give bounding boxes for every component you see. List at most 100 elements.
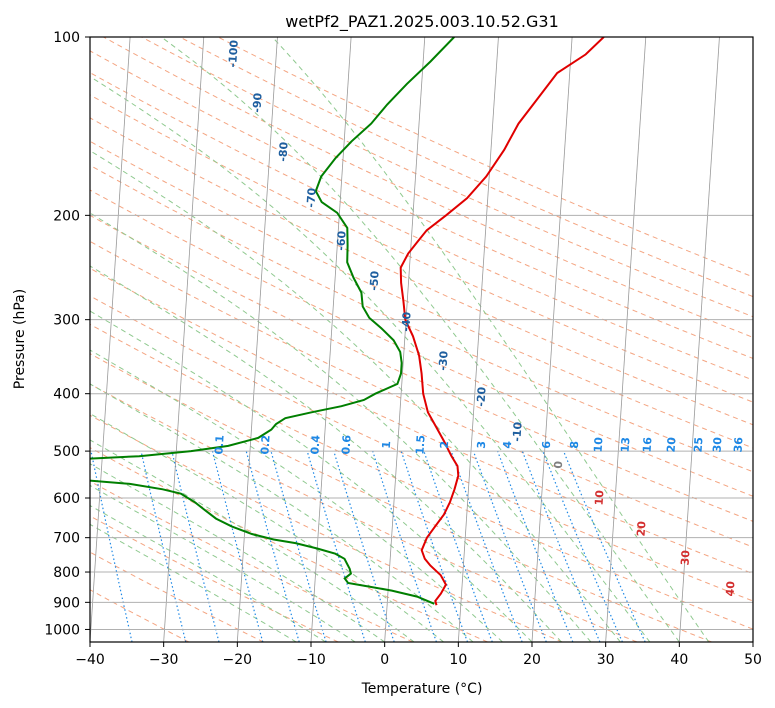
- mixing-ratio-label: 13: [619, 437, 633, 453]
- x-tick-label: −20: [223, 652, 253, 668]
- dry-adiabat-label: -90: [250, 92, 264, 113]
- moist-adiabat-line: [90, 504, 326, 642]
- isotherm-line: [90, 37, 131, 642]
- chart-title: wetPf2_PAZ1.2025.003.10.52.G31: [285, 12, 559, 32]
- temperature-profile: [399, 37, 605, 606]
- mixing-ratio-line: [211, 450, 264, 642]
- mixing-ratio-line: [497, 450, 574, 642]
- moist-adiabat-label: 40: [724, 580, 738, 596]
- x-tick-label: 40: [670, 652, 688, 668]
- y-tick-label: 100: [53, 30, 80, 46]
- mixing-ratio-label: 36: [732, 436, 746, 452]
- y-tick-label: 900: [53, 595, 80, 611]
- mixing-ratio-line: [521, 450, 601, 642]
- isotherm-line: [384, 37, 426, 642]
- mixing-ratio-label: 8: [568, 441, 581, 450]
- mixing-ratio-label: 20: [665, 436, 679, 452]
- x-tick-label: −40: [75, 652, 105, 668]
- dry-adiabat-label: -50: [367, 270, 381, 291]
- moist-adiabat-label: 10: [593, 489, 607, 505]
- dewpoint-profile: [90, 37, 455, 605]
- dry-adiabat-line: [90, 551, 264, 642]
- mixing-ratio-label: 0.4: [308, 434, 322, 455]
- plot-frame: [89, 36, 754, 643]
- y-tick-label: 700: [53, 531, 80, 547]
- moist-adiabat-label: 0: [552, 460, 566, 469]
- moist-adiabat-label: 20: [635, 520, 649, 536]
- mixing-ratio-label: 0.1: [212, 435, 226, 455]
- moist-adiabat-line: [90, 150, 621, 642]
- dry-adiabat-label: -60: [334, 230, 348, 251]
- x-tick-label: 20: [523, 652, 541, 668]
- dry-adiabat-line: [90, 589, 190, 642]
- mixing-ratio-line: [400, 450, 469, 642]
- moist-adiabat-line: [90, 76, 651, 642]
- mixing-ratio-label: 0.6: [339, 434, 353, 455]
- x-axis-label: Temperature (°C): [361, 681, 483, 697]
- dry-adiabat-line: [90, 240, 753, 548]
- mixing-ratio-label: 1.5: [413, 435, 427, 455]
- profiles: [90, 37, 605, 606]
- mixing-ratio-label: 4: [501, 440, 515, 449]
- dry-adiabat-line: [90, 267, 753, 575]
- mixing-ratio-label: 6: [540, 440, 554, 449]
- dry-adiabat-line: [90, 414, 563, 642]
- isotherm-line: [605, 37, 647, 642]
- dry-adiabat-line: [90, 72, 753, 381]
- dry-adiabat-label: -70: [304, 187, 318, 208]
- dry-adiabat-label: -20: [474, 386, 488, 407]
- x-tick-label: 50: [744, 652, 762, 668]
- moist-adiabat-line: [90, 523, 297, 642]
- moist-adiabat-label: 30: [679, 549, 693, 565]
- dry-adiabat-label: -40: [399, 311, 413, 332]
- mixing-ratio-label: 1: [380, 441, 393, 450]
- isotherm-line: [531, 37, 573, 642]
- moist-adiabat-line: [90, 439, 415, 642]
- mixing-ratio-line: [372, 450, 437, 642]
- y-tick-label: 500: [53, 444, 80, 460]
- moist-adiabat-line: [90, 349, 503, 642]
- dry-adiabat-line: [90, 140, 753, 449]
- x-tick-label: −30: [149, 652, 179, 668]
- mixing-ratio-label: 30: [711, 436, 725, 452]
- mixing-ratio-line: [450, 450, 523, 642]
- isotherm-line: [163, 37, 205, 642]
- dry-adiabat-line: [90, 383, 638, 642]
- dry-adiabat-line: [90, 447, 488, 642]
- y-tick-label: 1000: [44, 622, 80, 638]
- dry-adiabat-label: -10: [510, 421, 524, 442]
- mixing-ratio-line: [306, 450, 366, 642]
- x-tick-label: 10: [449, 652, 467, 668]
- moist-adiabat-line: [271, 37, 710, 642]
- grid-lines: [90, 37, 753, 642]
- mixing-ratio-label: 16: [641, 436, 655, 452]
- dry-adiabat-line: [90, 117, 753, 426]
- dry-adiabat-label: -30: [436, 350, 450, 371]
- dry-adiabat-line: [90, 480, 414, 642]
- mixing-ratio-label: 25: [692, 437, 706, 453]
- mixing-ratio-line: [542, 450, 623, 642]
- isotherm-line: [457, 37, 499, 642]
- y-tick-label: 400: [53, 387, 80, 403]
- mixing-ratio-line: [472, 450, 547, 642]
- mixing-ratio-label: 3: [475, 441, 488, 450]
- dry-adiabat-line: [141, 37, 753, 318]
- dry-adiabat-line: [90, 295, 753, 602]
- x-tick-label: 30: [597, 652, 615, 668]
- x-tick-label: 0: [380, 652, 389, 668]
- y-axis-label: Pressure (hPa): [12, 289, 28, 389]
- moist-adiabat-line: [90, 212, 592, 642]
- isopleth-labels: 0.1 0.2 0.4 0.6 1 1.5 2 3 4 6 8 10 13 16 20 25 30 36 -10 0 -…: [212, 39, 745, 597]
- mixing-ratio-line: [270, 450, 327, 642]
- x-axis-ticks: −40 −30 −20 −10 0 10 20 30 40 50: [75, 642, 762, 668]
- moist-adiabat-line: [90, 463, 385, 642]
- mixing-ratio-label: 0.2: [258, 435, 272, 455]
- dry-adiabat-line: [90, 353, 712, 642]
- y-tick-label: 200: [53, 208, 80, 224]
- mixing-ratio-line: [90, 450, 133, 642]
- mixing-ratio-label: 2: [438, 441, 451, 450]
- moist-adiabat-line: [90, 265, 562, 642]
- moist-adiabat-line: [161, 37, 680, 642]
- y-tick-label: 300: [53, 313, 80, 329]
